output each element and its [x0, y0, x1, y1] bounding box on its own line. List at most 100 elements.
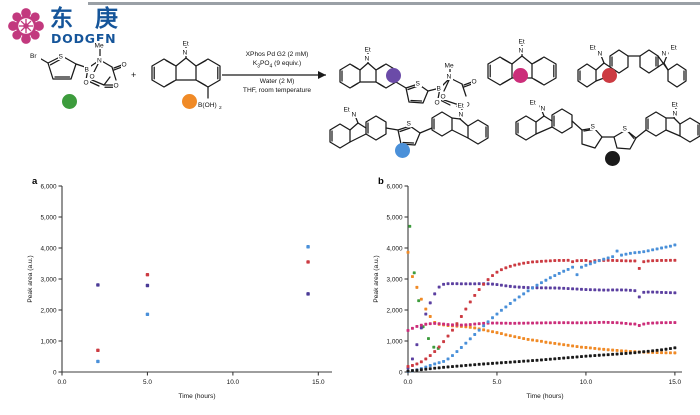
svg-text:O: O [122, 62, 127, 69]
svg-text:O: O [472, 79, 477, 86]
series-purple [96, 283, 310, 296]
svg-text:O: O [114, 83, 119, 90]
svg-text:N: N [541, 106, 546, 113]
svg-text:0.0: 0.0 [58, 379, 67, 386]
condition-water: Water (2 M) [259, 78, 295, 85]
svg-text:S: S [591, 124, 596, 131]
svg-text:4,000: 4,000 [41, 245, 57, 252]
svg-text:Peak area (a.u.): Peak area (a.u.) [373, 255, 380, 302]
svg-text:6,000: 6,000 [387, 183, 403, 190]
svg-text:B: B [437, 86, 442, 93]
species-dot-magenta [513, 68, 528, 83]
svg-text:N: N [519, 48, 524, 55]
panel-b-plot: 0 1,000 2,000 3,000 4,000 5,000 6,000 0.0 5.0 10.… [373, 183, 682, 400]
svg-text:S: S [416, 81, 421, 88]
svg-text:S: S [407, 121, 412, 128]
panel-a-plot: 0 1,000 2,000 3,000 4,000 5,000 6,000 0.0 5.0 10.… [27, 183, 332, 400]
svg-text:15.0: 15.0 [312, 379, 325, 386]
svg-text:2,000: 2,000 [387, 307, 403, 314]
header-rule [88, 2, 700, 5]
svg-text:N: N [97, 58, 102, 65]
svg-text:N: N [183, 50, 188, 57]
svg-text:4,000: 4,000 [387, 245, 403, 252]
svg-text:N: N [447, 74, 452, 81]
svg-text:O: O [465, 102, 470, 109]
svg-text:N: N [365, 56, 370, 63]
species-dot-blue [395, 143, 410, 158]
species-dot-red [602, 68, 617, 83]
svg-text:N: N [598, 51, 603, 58]
svg-text:N: N [459, 112, 464, 119]
svg-text:O: O [435, 100, 440, 107]
reaction-conditions-below: Water (2 M) THF, room temperature [216, 78, 338, 95]
svg-text:1,000: 1,000 [387, 338, 403, 345]
svg-text:Time (hours): Time (hours) [526, 393, 563, 400]
svg-text:B: B [85, 67, 90, 74]
reaction-conditions-above: XPhos Pd G2 (2 mM) K3PO4 (9 equiv.) [216, 51, 338, 71]
condition-base: K3PO4 (9 equiv.) [252, 59, 302, 69]
condition-catalyst: XPhos Pd G2 (2 mM) [245, 51, 309, 58]
species-dot-green [62, 94, 77, 109]
chart-panel-a: a 0 1,000 2,000 3,000 4,000 5,000 6,000 0.0 5.0 1… [10, 172, 350, 415]
dodgen-flower-logo-icon [8, 8, 44, 44]
svg-text:B(OH): B(OH) [198, 102, 217, 109]
svg-text:Time (hours): Time (hours) [178, 393, 215, 400]
svg-text:O: O [84, 80, 89, 87]
svg-text:0: 0 [399, 369, 403, 376]
svg-text:5.0: 5.0 [493, 379, 502, 386]
svg-text:Et: Et [672, 102, 678, 109]
series-green [408, 224, 440, 350]
svg-text:3,000: 3,000 [387, 276, 403, 283]
panel-a-label: a [32, 176, 38, 187]
series-blue [96, 245, 310, 364]
svg-text:+: + [131, 70, 136, 80]
svg-text:S: S [59, 54, 64, 61]
svg-text:Me: Me [95, 43, 104, 50]
svg-text:5,000: 5,000 [387, 214, 403, 221]
svg-text:1,000: 1,000 [41, 338, 57, 345]
condition-solvent: THF, room temperature [242, 86, 312, 94]
svg-text:Br: Br [30, 53, 37, 60]
svg-text:Et: Et [183, 41, 189, 48]
series-black [406, 346, 677, 373]
svg-text:5,000: 5,000 [41, 214, 57, 221]
chart-panel-b: b 0 1,000 2,000 3,000 4,000 5,000 6,000 0.0 5.0 1… [356, 172, 700, 415]
reaction-arrow [222, 71, 326, 79]
panel-b-label: b [378, 176, 384, 187]
svg-text:Me: Me [445, 63, 454, 70]
svg-text:N: N [662, 51, 667, 58]
svg-text:N: N [352, 112, 357, 119]
svg-text:0.0: 0.0 [404, 379, 413, 386]
svg-text:Et: Et [671, 45, 677, 52]
species-dot-orange [182, 94, 197, 109]
svg-text:N: N [673, 111, 678, 118]
svg-text:S: S [623, 126, 628, 133]
svg-text:10.0: 10.0 [227, 379, 240, 386]
series-orange [406, 250, 677, 355]
svg-text:O: O [90, 74, 95, 81]
svg-text:2: 2 [219, 105, 222, 111]
species-dot-purple [386, 68, 401, 83]
svg-text:3,000: 3,000 [41, 276, 57, 283]
series-red [96, 260, 310, 352]
svg-text:Et: Et [590, 45, 596, 52]
reaction-scheme-structures: Br S Me N B O O O O + Et N B(OH) 2 Et N S… [30, 37, 700, 150]
svg-text:Et: Et [519, 39, 525, 46]
species-dot-black [605, 151, 620, 166]
svg-text:0: 0 [53, 369, 57, 376]
svg-text:Et: Et [458, 103, 464, 110]
dodgen-logo: 东 庚 DODGEN [8, 6, 136, 48]
svg-text:15.0: 15.0 [669, 379, 682, 386]
svg-text:Et: Et [344, 107, 350, 114]
reaction-scheme: Br S Me N B O O O O + Et N B(OH) 2 Et N S… [0, 18, 700, 178]
svg-text:Et: Et [365, 47, 371, 54]
svg-text:Peak area (a.u.): Peak area (a.u.) [27, 255, 34, 302]
svg-text:6,000: 6,000 [41, 183, 57, 190]
series-blue [406, 243, 677, 373]
svg-text:O: O [441, 94, 446, 101]
svg-text:2,000: 2,000 [41, 307, 57, 314]
svg-text:10.0: 10.0 [580, 379, 593, 386]
logo-chinese-name: 东 庚 [50, 6, 126, 32]
svg-text:Et: Et [530, 100, 536, 107]
